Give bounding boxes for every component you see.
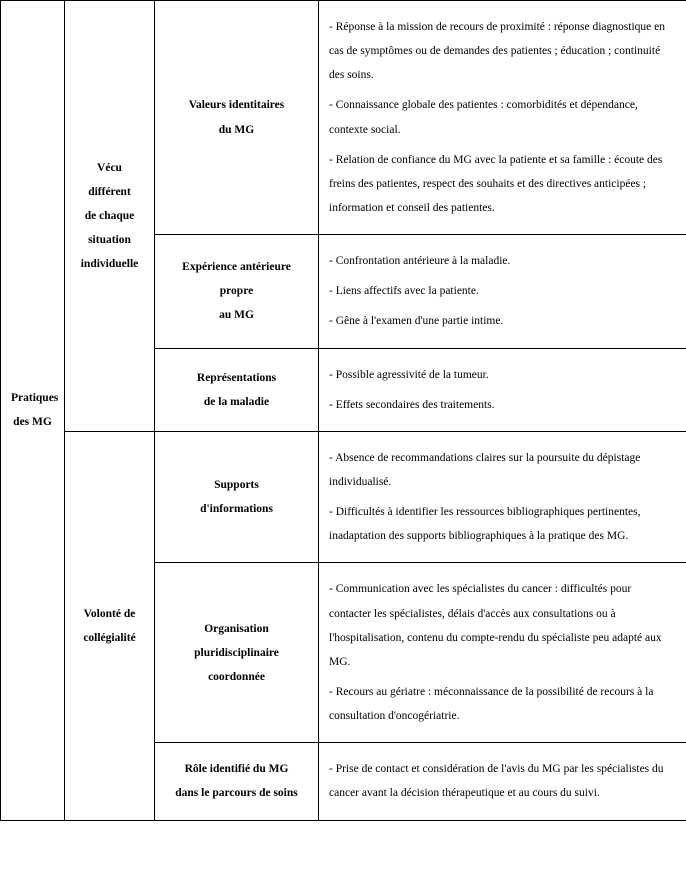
label: Rôle identifié du MG: [165, 757, 308, 781]
label: Représentations: [165, 366, 308, 390]
label: différent: [75, 180, 144, 204]
cell-content: - Confrontation antérieure à la maladie.…: [319, 235, 686, 348]
cell-subcategory: Vécu différent de chaque situation indiv…: [65, 1, 155, 432]
cell-content: - Absence de recommandations claires sur…: [319, 431, 686, 563]
label: coordonnée: [165, 665, 308, 689]
cell-content: - Possible agressivité de la tumeur. - E…: [319, 348, 686, 431]
label: Volonté de: [75, 602, 144, 626]
cell-main-category: Pratiques des MG: [1, 1, 65, 821]
text: - Gêne à l'examen d'une partie intime.: [329, 309, 676, 333]
label: des MG: [11, 410, 54, 434]
label: situation: [75, 228, 144, 252]
text: - Effets secondaires des traitements.: [329, 393, 676, 417]
text: - Recours au gériatre : méconnaissance d…: [329, 680, 676, 728]
table-row: Volonté de collégialité Supports d'infor…: [1, 431, 686, 563]
document-table: Pratiques des MG Vécu différent de chaqu…: [0, 0, 686, 821]
table-row: Pratiques des MG Vécu différent de chaqu…: [1, 1, 686, 235]
text: - Prise de contact et considération de l…: [329, 757, 676, 805]
text: - Connaissance globale des patientes : c…: [329, 93, 676, 141]
cell-content: - Communication avec les spécialistes du…: [319, 563, 686, 743]
text: - Confrontation antérieure à la maladie.: [329, 249, 676, 273]
cell-heading: Rôle identifié du MG dans le parcours de…: [155, 743, 319, 820]
cell-subcategory: Volonté de collégialité: [65, 431, 155, 820]
label: pluridisciplinaire: [165, 641, 308, 665]
label: individuelle: [75, 252, 144, 276]
label: de chaque: [75, 204, 144, 228]
label: du MG: [165, 118, 308, 142]
text: - Liens affectifs avec la patiente.: [329, 279, 676, 303]
cell-heading: Valeurs identitaires du MG: [155, 1, 319, 235]
label: au MG: [165, 303, 308, 327]
label: d'informations: [165, 497, 308, 521]
label: Vécu: [75, 156, 144, 180]
label: Supports: [165, 473, 308, 497]
cell-heading: Supports d'informations: [155, 431, 319, 563]
text: - Possible agressivité de la tumeur.: [329, 363, 676, 387]
label: Organisation: [165, 617, 308, 641]
label: Pratiques: [11, 386, 54, 410]
label: Valeurs identitaires: [165, 93, 308, 117]
cell-heading: Expérience antérieure propre au MG: [155, 235, 319, 348]
label: collégialité: [75, 626, 144, 650]
text: - Relation de confiance du MG avec la pa…: [329, 148, 676, 220]
text: - Communication avec les spécialistes du…: [329, 577, 676, 674]
text: - Réponse à la mission de recours de pro…: [329, 15, 676, 87]
text: - Absence de recommandations claires sur…: [329, 446, 676, 494]
label: de la maladie: [165, 390, 308, 414]
text: - Difficultés à identifier les ressource…: [329, 500, 676, 548]
cell-heading: Organisation pluridisciplinaire coordonn…: [155, 563, 319, 743]
label: dans le parcours de soins: [165, 781, 308, 805]
label: propre: [165, 279, 308, 303]
cell-content: - Réponse à la mission de recours de pro…: [319, 1, 686, 235]
cell-heading: Représentations de la maladie: [155, 348, 319, 431]
label: Expérience antérieure: [165, 255, 308, 279]
cell-content: - Prise de contact et considération de l…: [319, 743, 686, 820]
